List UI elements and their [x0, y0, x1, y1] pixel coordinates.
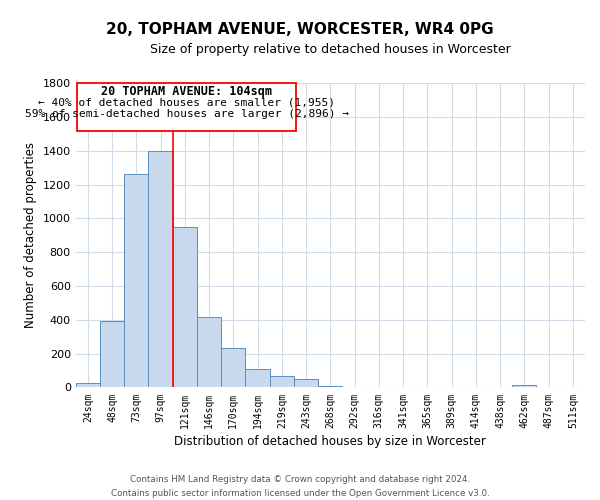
Bar — [100, 322, 124, 388]
Text: 59% of semi-detached houses are larger (2,896) →: 59% of semi-detached houses are larger (… — [25, 110, 349, 120]
Bar — [173, 227, 197, 388]
Bar — [294, 379, 318, 388]
Bar — [245, 369, 270, 388]
FancyBboxPatch shape — [77, 83, 296, 132]
Text: 20, TOPHAM AVENUE, WORCESTER, WR4 0PG: 20, TOPHAM AVENUE, WORCESTER, WR4 0PG — [106, 22, 494, 38]
Text: 20 TOPHAM AVENUE: 104sqm: 20 TOPHAM AVENUE: 104sqm — [101, 84, 272, 98]
Bar — [221, 348, 245, 388]
Bar — [197, 318, 221, 388]
Text: ← 40% of detached houses are smaller (1,955): ← 40% of detached houses are smaller (1,… — [38, 98, 335, 108]
Y-axis label: Number of detached properties: Number of detached properties — [24, 142, 37, 328]
Bar — [270, 376, 294, 388]
Bar — [318, 386, 343, 388]
Text: Contains HM Land Registry data © Crown copyright and database right 2024.
Contai: Contains HM Land Registry data © Crown c… — [110, 476, 490, 498]
Bar — [512, 385, 536, 388]
Bar — [343, 386, 367, 388]
Bar — [76, 383, 100, 388]
Title: Size of property relative to detached houses in Worcester: Size of property relative to detached ho… — [150, 42, 511, 56]
Bar — [124, 174, 148, 388]
Bar — [148, 150, 173, 388]
X-axis label: Distribution of detached houses by size in Worcester: Distribution of detached houses by size … — [175, 434, 486, 448]
